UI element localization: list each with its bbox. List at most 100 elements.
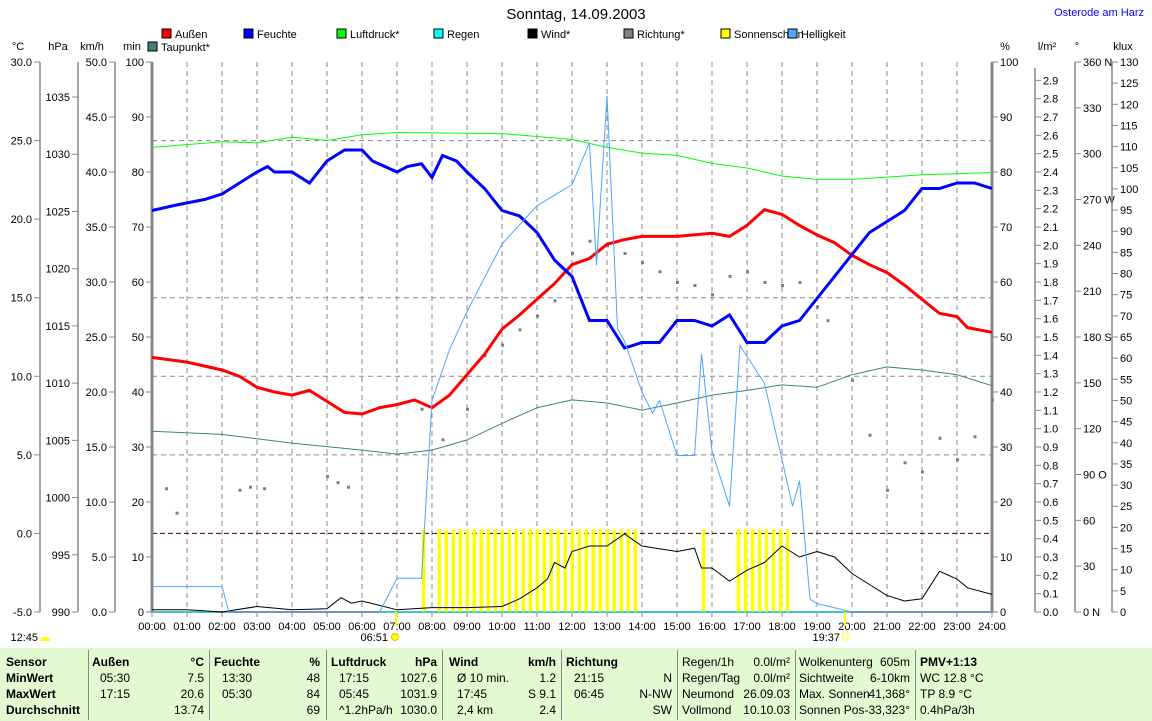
table-cell-value: 605m [879,655,910,669]
axis-tick-label: 100 [1000,57,1018,69]
direction-point [816,305,819,309]
direction-point [441,438,445,442]
table-cell-label: 0.4hPa/3h [920,703,975,717]
axis-tick-label: 1005 [46,435,70,447]
axis-tick-label: 30.0 [86,277,107,289]
table-cell-label: ^1.2hPa/h [339,703,393,717]
axis-tick-label: 110 [1120,142,1138,154]
axis-tick-label: 10 [1120,565,1132,577]
sunshine-bar [785,529,790,612]
legend-swatch [623,28,634,39]
x-axis-tick-label: 15:00 [663,621,691,633]
half-moon-icon [40,637,50,641]
direction-point [746,270,749,274]
x-axis-tick-label: 09:00 [453,621,481,633]
legend-label: Helligkeit [801,29,846,41]
table-cell-label: 17:15 [100,687,131,701]
table-cell-value: 1.2 [539,671,556,685]
axis-tick-label: 300 [1083,149,1101,161]
sunshine-bar [535,529,539,612]
table-cell-label: 17:45 [457,687,488,701]
x-axis-tick-label: 08:00 [418,621,446,633]
axis-tick-label: 35.0 [86,222,107,234]
table-cell-label: Regen/1h [682,655,735,669]
x-axis-tick-label: 10:00 [488,621,516,633]
axis-tick-label: 1.7 [1043,295,1058,307]
table-cell-value: 26.09.03 [743,687,790,701]
axis-tick-label: 1020 [46,264,70,276]
sunshine-bar [500,529,504,612]
x-axis-tick-label: 02:00 [208,621,236,633]
sunshine-bar [458,529,462,612]
direction-point [658,270,662,274]
x-axis-tick-label: 03:00 [243,621,271,633]
axis-tick-label: 10 [132,552,144,564]
direction-point [851,378,854,382]
axis-tick-label: 100 [126,57,144,69]
table-cell-label: 21:15 [574,671,605,685]
axis-tick-label: 330 [1083,103,1101,115]
weather-chart: Sonntag, 14.09.2003 Osterode am Harz °C 3… [10,6,1144,644]
axis-tick-label: 30.0 [11,57,32,69]
sunshine-bar [771,529,776,612]
axis-tick-label: 0.4 [1043,534,1058,546]
axis-tick-label: 20 [1120,522,1132,534]
axis-tick-label: 50 [1120,395,1132,407]
x-axis-tick-label: 16:00 [698,621,726,633]
x-axis-tick-label: 11:00 [524,621,551,633]
axis-tick-label: 80 [132,167,144,179]
legend-label: Regen [447,29,479,41]
x-axis-tick-label: 13:00 [593,621,621,633]
direction-point [711,293,714,297]
table-cell-label: Ø 10 min. [457,671,510,685]
axis-tick-label: 210 [1083,286,1101,298]
sunshine-bar [542,529,546,612]
sunshine-bar [577,529,581,612]
axis-tick-label: 0.0 [92,607,107,619]
legend-swatch [243,28,254,39]
table-cell-label: 06:45 [574,687,605,701]
axis-tick-label: 2.6 [1043,130,1058,142]
table-cell-value: 2.4 [539,703,556,717]
table-separator [326,650,327,720]
axis-tick-label: 2.5 [1043,149,1058,161]
series-line-luftdruck [151,131,993,180]
direction-point [781,284,784,288]
sunshine-bar [701,529,706,612]
direction-point [991,398,994,402]
legend-label: Wind* [541,29,571,41]
table-cell-value: 1030.0 [400,703,437,717]
axis-tick-label: 55 [1120,374,1132,386]
axis-tick-label: 10.0 [86,497,107,509]
axis-tick-label: 20 [132,497,144,509]
sunshine-bar [570,529,574,612]
x-axis-tick-label: 19:00 [803,621,831,633]
x-axis-tick-label: 17:00 [733,621,761,633]
axis-tick-label: 45 [1120,417,1132,429]
table-cell-label: TP 8.9 °C [920,687,972,701]
axis-tick-label: 5.0 [92,552,107,564]
table-cell-label: Sichtweite [799,671,854,685]
legend-swatch [720,28,731,39]
x-axis-tick-label: 05:00 [313,621,341,633]
sunshine-bar [633,529,637,612]
table-cell-value: 69 [306,703,320,717]
table-cell-label: Außen [92,655,130,669]
axis-tick-label: 40 [1000,387,1012,399]
axis-tick-label: 80 [1120,269,1132,281]
sunshine-bar [493,529,497,612]
sunshine-bar [528,529,532,612]
table-cell-label: Wolkenunterg [799,655,873,669]
direction-point [249,485,252,489]
legend-swatch [527,28,538,39]
x-axis-tick-label: 12:00 [558,621,586,633]
axis-unit-light: klux [1113,41,1133,53]
table-cell-label: 05:45 [339,687,370,701]
direction-point [868,433,872,437]
sunrise-time: 06:51 [360,632,388,644]
location-link[interactable]: Osterode am Harz [1054,7,1144,19]
axis-tick-label: 180 S [1083,332,1112,344]
sunshine-bar [757,529,762,612]
table-cell-label: MaxWert [6,687,56,701]
sunshine-bar [444,529,448,612]
